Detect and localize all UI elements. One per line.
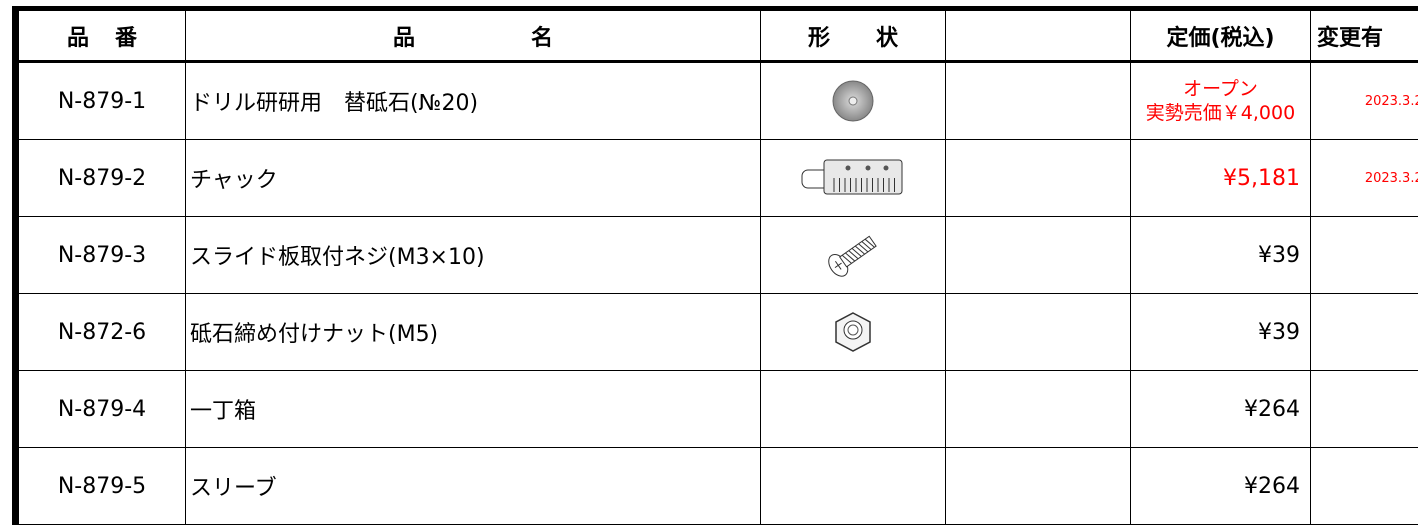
screw-icon [828, 235, 877, 277]
price-text: ¥39 [1258, 242, 1300, 268]
header-cell: 定価(税込) [1130, 8, 1311, 63]
blank-cell [945, 293, 1131, 371]
changed-cell [1310, 447, 1418, 525]
price-cell: オープン 実勢売価￥4,000 [1130, 61, 1311, 140]
price-cell: ¥5,181 [1130, 139, 1311, 217]
shape-cell [760, 447, 946, 525]
header-row: 品 番 品 名 形 状 定価(税込) 変更有 [15, 8, 1418, 63]
price-text: 実勢売価￥4,000 [1145, 102, 1296, 124]
price-cell: ¥39 [1130, 293, 1311, 371]
code-cell: N-879-1 [15, 61, 186, 140]
disc-icon [832, 80, 874, 122]
price-text: ¥264 [1244, 473, 1300, 499]
price-text: ¥5,181 [1223, 165, 1300, 191]
code-cell: N-879-4 [15, 370, 186, 448]
changed-cell [1310, 293, 1418, 371]
blank-cell [945, 216, 1131, 294]
price-cell: ¥39 [1130, 216, 1311, 294]
name-cell: スライド板取付ネジ(M3×10) [185, 216, 761, 294]
name-cell: 一丁箱 [185, 370, 761, 448]
header-cell: 品 番 [15, 8, 186, 63]
row: N-872-6 砥石締め付けナット(M5) ¥39 [15, 293, 1418, 371]
name-cell: 砥石締め付けナット(M5) [185, 293, 761, 371]
row: N-879-4 一丁箱 ¥264 [15, 370, 1418, 448]
row: N-879-5 スリーブ ¥264 [15, 447, 1418, 525]
name-cell: チャック [185, 139, 761, 217]
price-cell: ¥264 [1130, 370, 1311, 448]
code-cell: N-879-3 [15, 216, 186, 294]
header-cell: 形 状 [760, 8, 946, 63]
price-cell: ¥264 [1130, 447, 1311, 525]
header-cell [945, 8, 1131, 63]
price-text: オープン [1183, 78, 1258, 100]
changed-cell [1310, 216, 1418, 294]
parts-table: 品 番 品 名 形 状 定価(税込) 変更有 N-879-1 ドリル研研用 替砥石… [12, 6, 1418, 525]
row: N-879-1 ドリル研研用 替砥石(№20) オープン 実勢売価￥4,000 2023… [15, 61, 1418, 140]
code-cell: N-879-5 [15, 447, 186, 525]
shape-cell [760, 61, 946, 140]
changed-cell [1310, 370, 1418, 448]
code-cell: N-872-6 [15, 293, 186, 371]
header-code: 品 番 [67, 25, 137, 51]
nut-icon [835, 312, 871, 352]
shape-cell [760, 293, 946, 371]
name-cell: スリーブ [185, 447, 761, 525]
header-shape: 形 状 [808, 25, 898, 51]
header-name: 品 名 [393, 25, 553, 51]
code-cell: N-879-2 [15, 139, 186, 217]
changed-cell: 2023.3.21 [1310, 139, 1418, 217]
row: N-879-3 スライド板取付ネジ(M3×10) ¥39 [15, 216, 1418, 294]
blank-cell [945, 139, 1131, 217]
blank-cell [945, 447, 1131, 525]
blank-cell [945, 61, 1131, 140]
price-text: ¥39 [1258, 319, 1300, 345]
changed-cell: 2023.3.21 [1310, 61, 1418, 140]
header-cell: 変更有 [1310, 8, 1418, 63]
chuck-icon [801, 159, 903, 195]
shape-cell [760, 216, 946, 294]
shape-cell [760, 139, 946, 217]
blank-cell [945, 370, 1131, 448]
header-cell: 品 名 [185, 8, 761, 63]
shape-cell [760, 370, 946, 448]
price-text: ¥264 [1244, 396, 1300, 422]
name-cell: ドリル研研用 替砥石(№20) [185, 61, 761, 140]
